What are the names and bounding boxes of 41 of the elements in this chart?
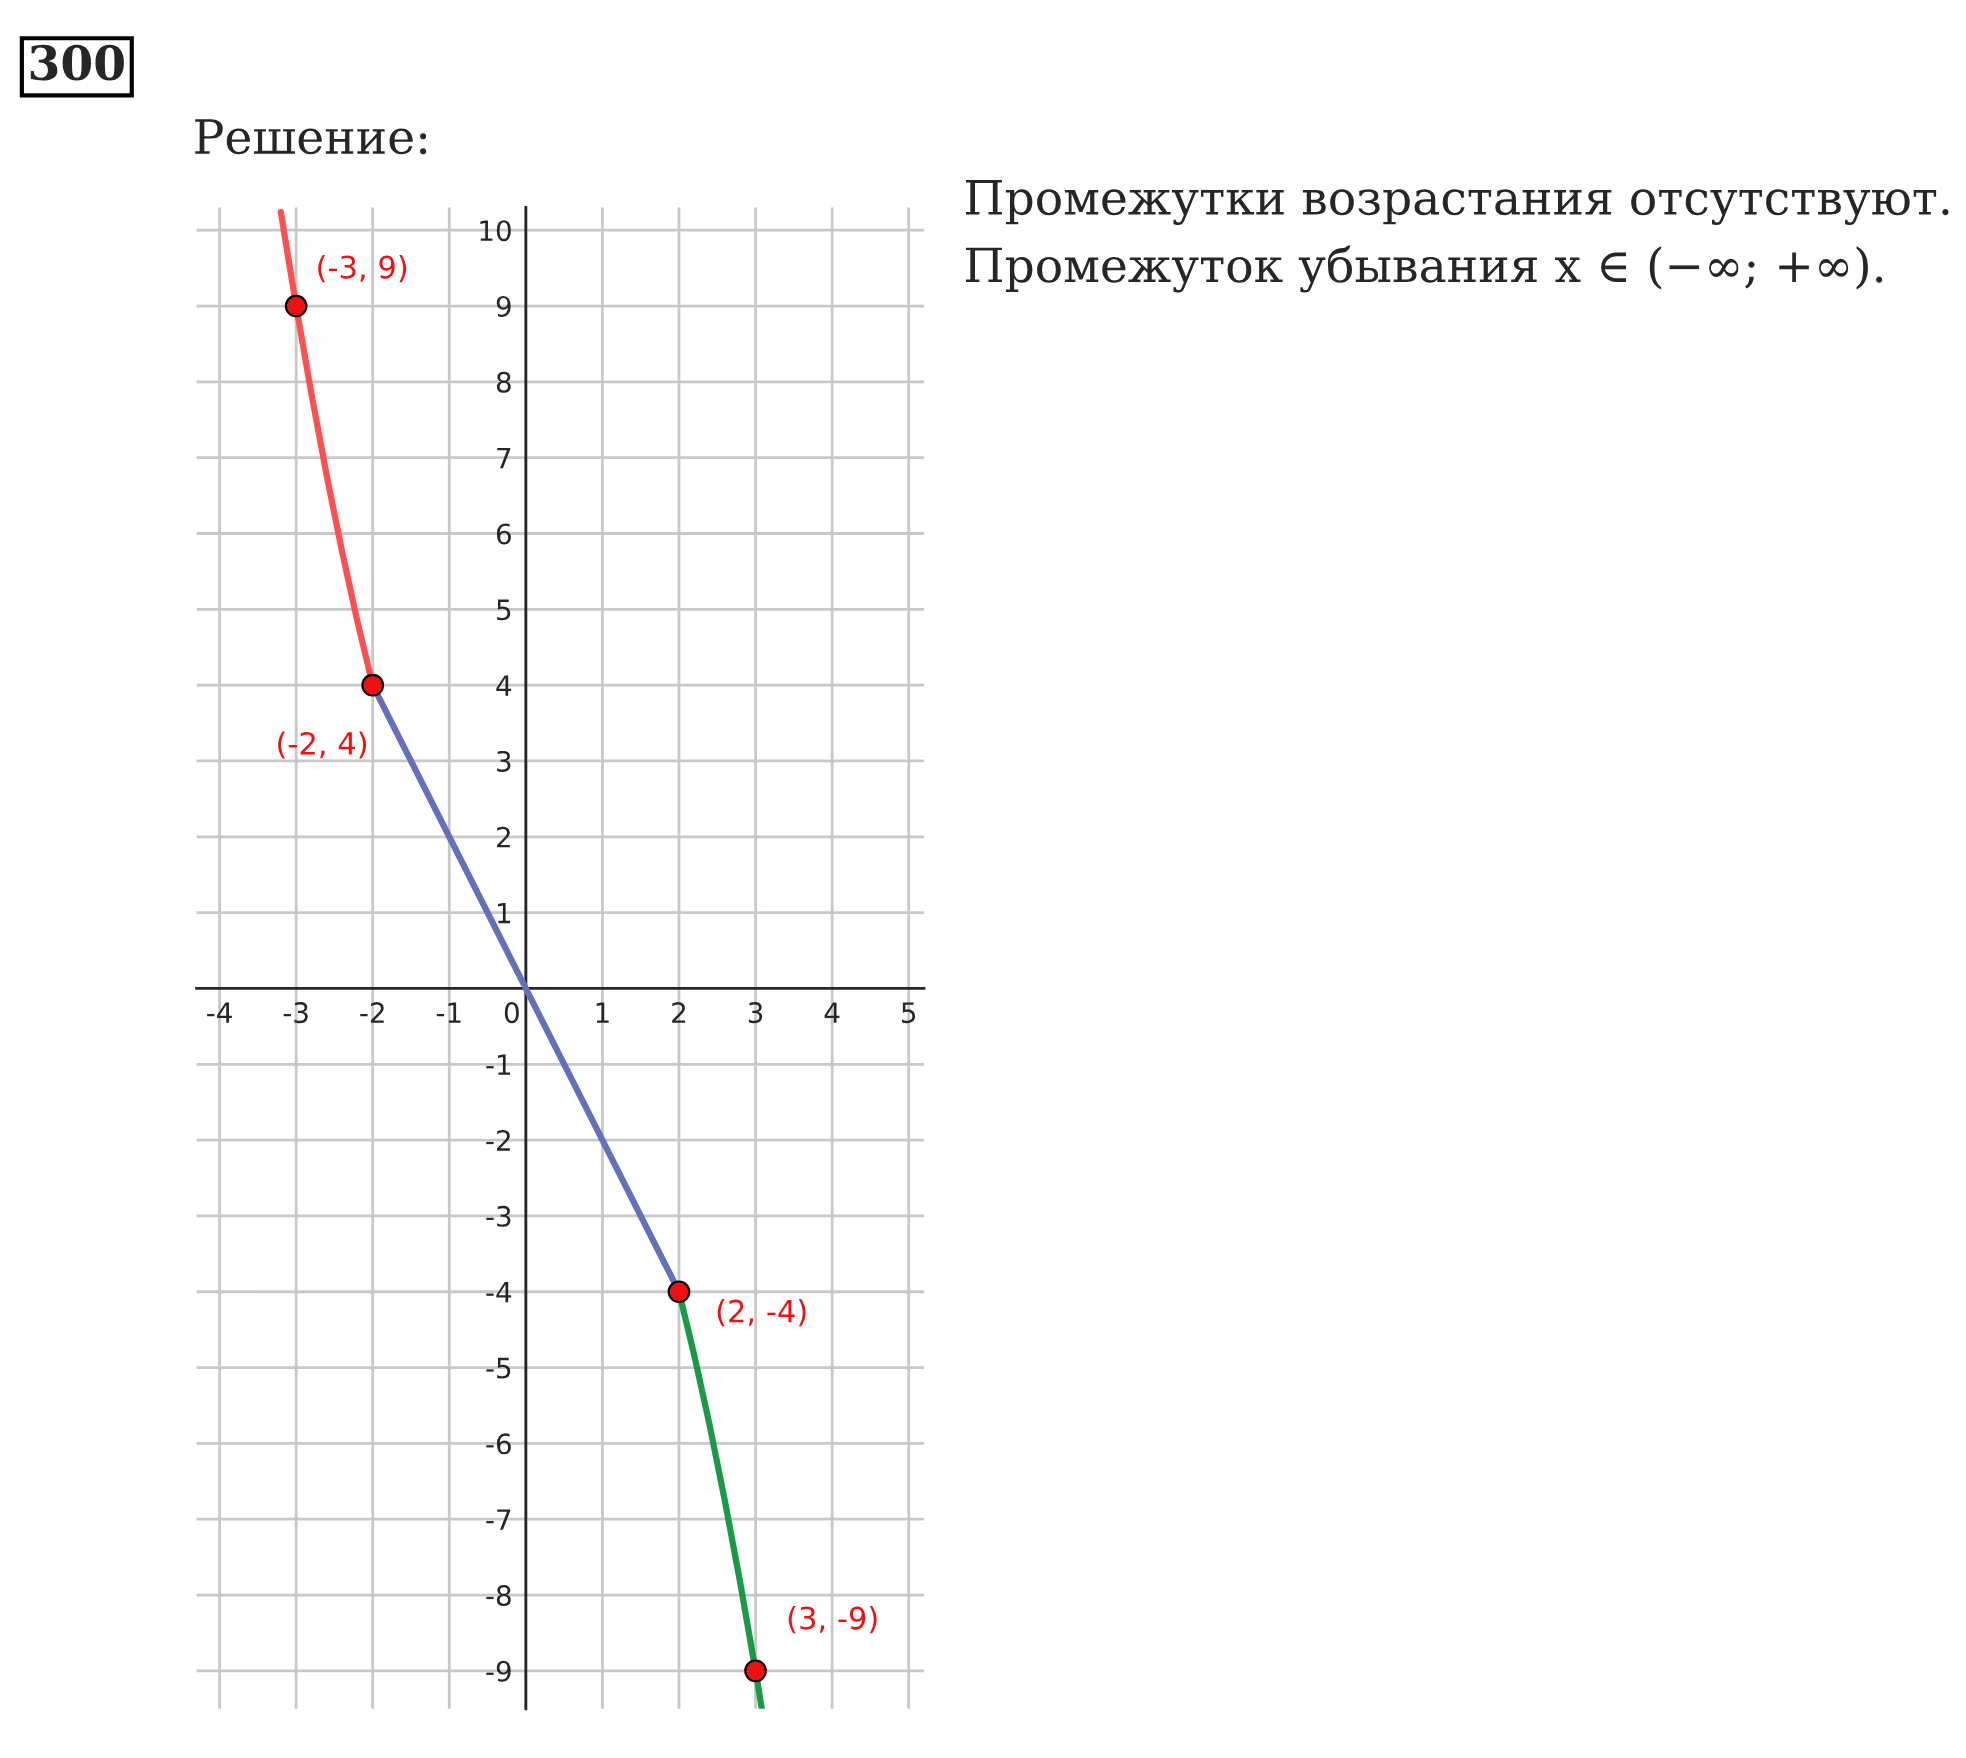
x-tick-label: 2 (672, 1002, 686, 1023)
x-tick-label: 5 (902, 1002, 916, 1024)
text: Промежутки возрастания отсутствуют. (965, 180, 1949, 226)
y-tick-label: 9 (496, 295, 511, 317)
y-tick-label: 2 (497, 826, 510, 848)
y-tick-label: -1 (486, 1054, 511, 1075)
point (667, 1280, 691, 1304)
point (744, 1659, 767, 1683)
annotation: (-2, 4) (278, 731, 367, 759)
chart-title: 300 (30, 44, 124, 81)
y-tick-label: 5 (497, 599, 511, 621)
y-tick-label: 3 (497, 750, 511, 772)
annotation: (-3, 9) (318, 255, 407, 283)
y-tick-label: 10 (480, 220, 511, 242)
y-tick-label: 7 (497, 447, 511, 469)
chart-subtitle: Решение: (195, 119, 427, 155)
x-tick-label: 4 (824, 1002, 840, 1023)
x-tick-label: -3 (283, 1002, 308, 1024)
x-tick-label: 0 (504, 1002, 519, 1024)
x-tick-label: 3 (748, 1002, 763, 1024)
y-tick-label: -8 (486, 1584, 511, 1606)
y-tick-label: -2 (486, 1130, 510, 1151)
point (361, 673, 385, 697)
x-tick-label: 1 (596, 1002, 609, 1023)
y-tick-label: 4 (496, 675, 512, 696)
y-tick-label: 8 (496, 371, 511, 393)
text: Промежуток убывания x ∈ (−∞; +∞). (965, 245, 1883, 293)
y-tick-label: -9 (486, 1660, 511, 1682)
y-tick-label: 6 (496, 523, 511, 545)
point (284, 294, 308, 318)
y-tick-label: -4 (486, 1282, 512, 1303)
annotation: (3, -9) (788, 1606, 877, 1634)
x-tick-label: -4 (207, 1002, 232, 1023)
x-tick-label: -1 (436, 1002, 461, 1023)
y-tick-label: -3 (486, 1205, 511, 1227)
y-tick-label: -6 (486, 1433, 511, 1455)
y-tick-label: -7 (486, 1509, 511, 1530)
y-tick-label: -5 (486, 1357, 511, 1379)
annotation: (2, -4) (717, 1299, 806, 1327)
y-tick-label: 1 (498, 902, 511, 924)
x-tick-label: -2 (360, 1002, 384, 1023)
